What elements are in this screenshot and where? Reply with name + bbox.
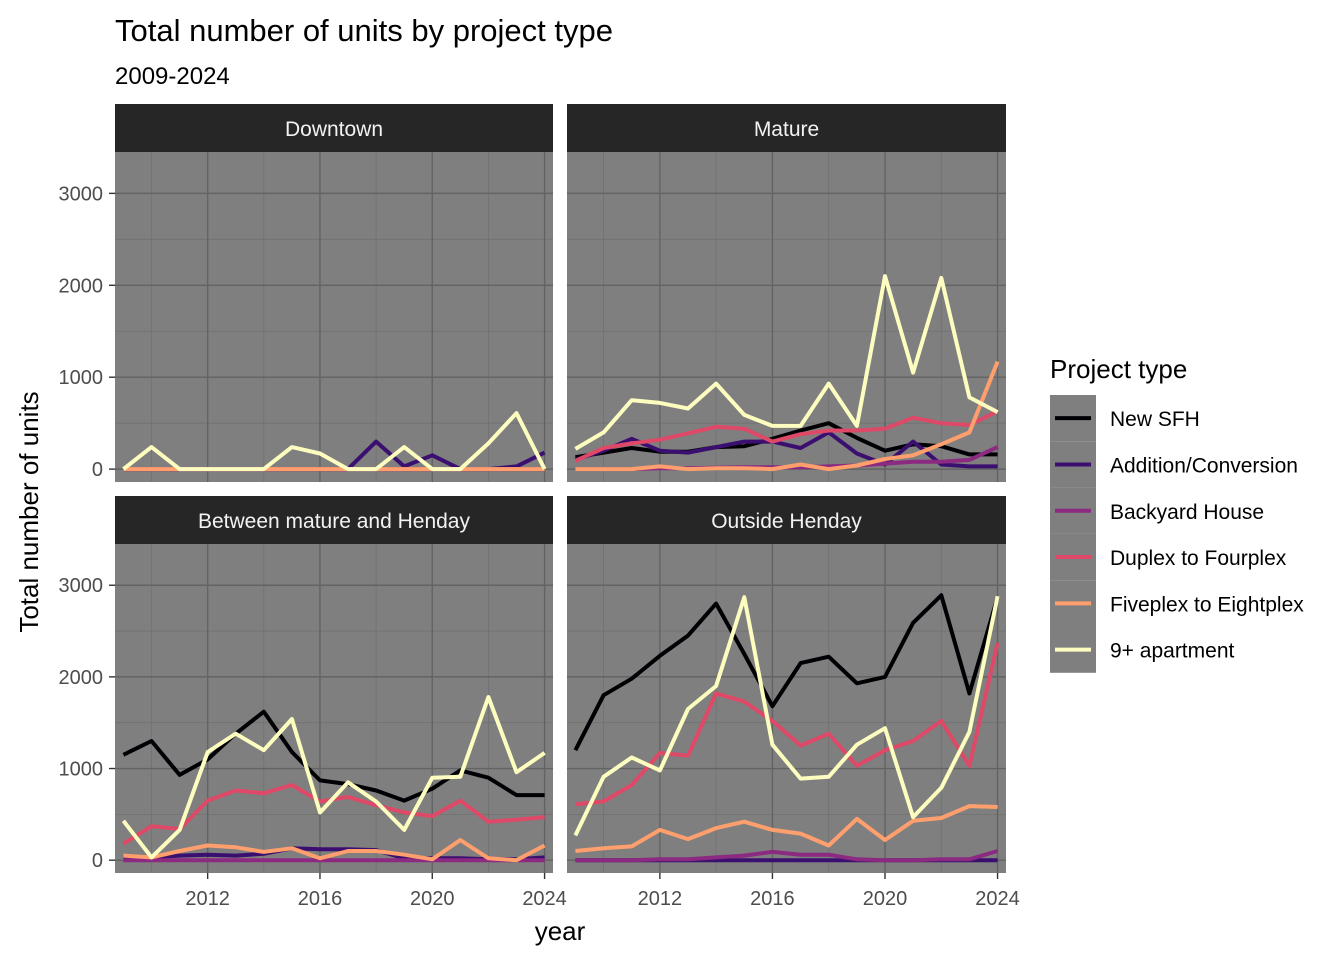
y-axis: 0 1000 2000 3000 0 1000 2000 3000 (59, 183, 115, 872)
y-tick-label: 3000 (59, 575, 104, 597)
y-tick-label: 1000 (59, 759, 104, 781)
strip-label: Between mature and Henday (198, 510, 471, 533)
facet-panels: Downtown Mature Between mature and Henday O… (115, 104, 1006, 873)
series-line-new-sfh (575, 421, 998, 460)
series-line-fiveplex-to-eightplex (575, 804, 998, 853)
y-tick-label: 1000 (59, 367, 104, 389)
strip-background (567, 104, 1006, 152)
x-tick-label: 2012 (185, 888, 230, 910)
panel-downtown: Downtown (115, 104, 553, 482)
strip-label: Downtown (285, 118, 383, 141)
series-line-9-apartment (573, 595, 1000, 837)
x-tick-label: 2016 (750, 888, 795, 910)
legend-item-fiveplex-to-eightplex: Fiveplex to Eightplex (1050, 580, 1304, 627)
legend-label: New SFH (1110, 408, 1200, 431)
panel-mature: Mature (567, 104, 1006, 482)
panel-background (567, 152, 1006, 482)
legend-item-backyard-house: Backyard House (1050, 487, 1264, 534)
series-line-new-sfh (122, 709, 545, 803)
series-line-fiveplex-to-eightplex (123, 838, 546, 863)
series-line-fiveplex-to-eightplex (575, 360, 1000, 472)
strip-background (115, 496, 553, 544)
y-tick-label: 2000 (59, 667, 104, 689)
legend-title: Project type (1050, 354, 1187, 384)
legend: Project type New SFH Addition/Conversion B… (1050, 354, 1304, 673)
x-axis-label: year (535, 916, 586, 946)
x-tick-label: 2024 (975, 888, 1020, 910)
strip-label: Mature (754, 118, 819, 141)
series-line-9-apartment (121, 695, 546, 860)
strip-label: Outside Henday (711, 510, 862, 533)
series-line-backyard-house (575, 849, 999, 863)
x-tick-label: 2016 (298, 888, 343, 910)
chart-title: Total number of units by project type (115, 13, 613, 48)
strip-background (567, 496, 1006, 544)
panel-background (115, 152, 553, 482)
panel-background (567, 544, 1006, 873)
y-tick-label: 0 (92, 459, 103, 481)
strip-background (115, 104, 553, 152)
legend-item-addition-conversion: Addition/Conversion (1050, 441, 1298, 488)
y-axis-label: Total number of units (14, 391, 44, 632)
series-line-9-apartment (574, 274, 999, 451)
series-line-duplex-to-fourplex (574, 409, 999, 463)
y-tick-label: 0 (92, 850, 103, 872)
panel-outside-henday: Outside Henday (567, 496, 1006, 873)
panel-between-mature-and-henday: Between mature and Henday (115, 496, 553, 873)
series-line-addition-conversion (574, 430, 998, 469)
legend-label: 9+ apartment (1110, 640, 1234, 663)
legend-label: Fiveplex to Eightplex (1110, 593, 1304, 616)
legend-item-9-apartment: 9+ apartment (1050, 626, 1234, 673)
legend-item-duplex-to-fourplex: Duplex to Fourplex (1050, 533, 1287, 581)
legend-keys: New SFH Addition/Conversion Backyard House… (1050, 395, 1304, 673)
series-line-duplex-to-fourplex (575, 642, 1000, 807)
chart-subtitle: 2009-2024 (115, 63, 230, 90)
x-axis: 2012 2016 2020 2024 2012 2016 2020 2024 (185, 873, 1020, 910)
y-tick-label: 3000 (59, 183, 104, 205)
x-tick-label: 2024 (522, 888, 567, 910)
legend-label: Duplex to Fourplex (1110, 547, 1287, 570)
legend-item-new-sfh: New SFH (1050, 395, 1200, 442)
series-line-9-apartment (122, 411, 547, 472)
x-tick-label: 2020 (410, 888, 455, 910)
x-tick-label: 2020 (863, 888, 908, 910)
legend-label: Backyard House (1110, 501, 1264, 524)
y-tick-label: 2000 (59, 275, 104, 297)
series-line-new-sfh (573, 593, 1000, 752)
x-tick-label: 2012 (638, 888, 683, 910)
legend-label: Addition/Conversion (1110, 454, 1298, 477)
